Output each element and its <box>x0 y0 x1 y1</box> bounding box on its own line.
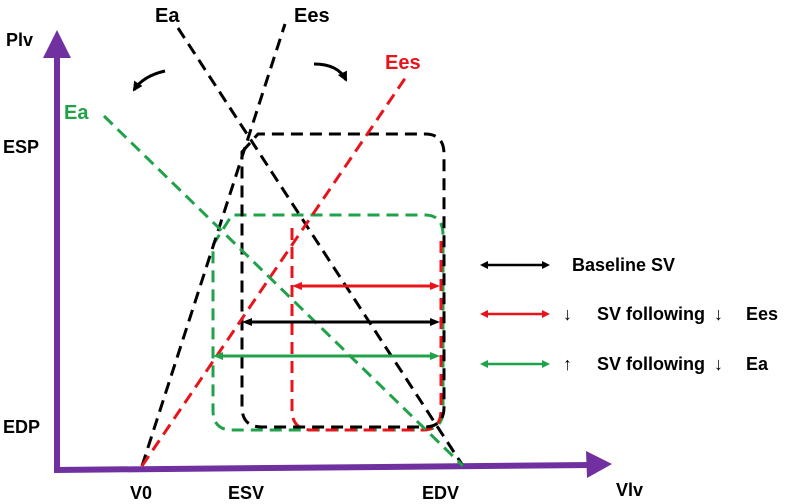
x-axis-arrowhead <box>586 451 612 478</box>
legend-reduced-ea-arrow: ↑ <box>563 354 572 374</box>
axes <box>43 30 612 478</box>
red-pv-loop <box>290 228 443 432</box>
baseline-ea-label: Ea <box>155 5 180 27</box>
reduced-ea-label: Ea <box>64 102 89 124</box>
baseline-ees-line <box>140 23 287 467</box>
sv-black-arrow <box>242 318 440 326</box>
baseline-ees-label: Ees <box>294 5 330 27</box>
reduced-ea-line <box>102 114 465 468</box>
x-tick-esv: ESV <box>228 483 264 503</box>
legend-reduced-ees-arrow: ↓ <box>563 304 572 324</box>
baseline-ea-line <box>176 27 465 467</box>
legend-reduced-ea-label: Ea <box>746 354 769 374</box>
y-axis-label: Plv <box>6 30 33 50</box>
reduced-ees-line <box>140 73 410 467</box>
legend-baseline-label: Baseline SV <box>572 255 675 275</box>
sv-green-arrow <box>213 352 440 360</box>
y-tick-edp: EDP <box>3 417 40 437</box>
sv-red-arrow <box>292 282 440 290</box>
legend-baseline: Baseline SV <box>480 255 675 275</box>
legend-reduced-ea-text: SV following <box>597 354 705 374</box>
black-pv-loop <box>240 132 446 429</box>
legend-reduced-ea: ↑ SV following ↓ Ea <box>480 354 769 374</box>
x-tick-edv: EDV <box>422 483 459 503</box>
rotate-left-arrow <box>132 69 166 92</box>
legend: Baseline SV ↓ SV following ↓ Ees ↑ SV fo… <box>480 255 778 374</box>
reduced-ees-label: Ees <box>385 52 421 74</box>
legend-reduced-ees-arrow2: ↓ <box>714 304 723 324</box>
y-axis-arrowhead <box>43 30 71 58</box>
legend-reduced-ea-arrow2: ↓ <box>714 354 723 374</box>
legend-reduced-ees: ↓ SV following ↓ Ees <box>480 304 778 324</box>
legend-reduced-ees-text: SV following <box>597 304 705 324</box>
y-tick-esp: ESP <box>3 137 39 157</box>
legend-reduced-ees-label: Ees <box>746 304 778 324</box>
x-axis-label: Vlv <box>616 480 643 500</box>
x-axis <box>53 462 593 473</box>
x-tick-v0: V0 <box>130 483 152 503</box>
rotate-right-arrow <box>313 62 348 82</box>
